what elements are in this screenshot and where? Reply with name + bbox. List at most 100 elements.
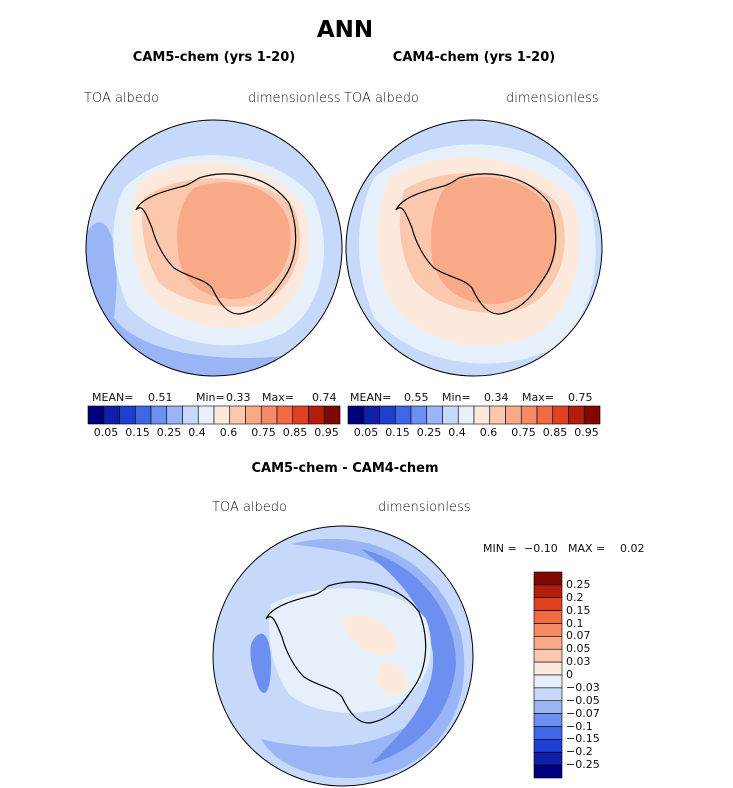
panel2-colorbar-swatch — [379, 405, 396, 425]
panel1-colorbar-swatch — [229, 405, 246, 425]
panel2-colorbar-swatch — [536, 405, 554, 425]
diff-colorbar-tick: 0.1 — [566, 616, 584, 630]
diff-colorbar-tick: −0.05 — [566, 693, 600, 707]
panel1-colorbar-tick: 0.4 — [188, 426, 206, 439]
panel2-title: CAM4-chem (yrs 1-20) — [392, 50, 556, 65]
panel1-colorbar-swatch — [245, 405, 262, 425]
panel2-colorbar-swatch — [568, 405, 585, 425]
diff-colorbar-swatch — [533, 623, 563, 637]
panel2-colorbar-swatch — [583, 405, 601, 425]
panel1-variable: TOA albedo — [84, 91, 160, 106]
panel1-colorbar — [87, 405, 341, 425]
panel2-colorbar-swatch — [552, 405, 569, 425]
panel1-colorbar-tick: 0.75 — [251, 426, 276, 439]
panel2-colorbar-swatch — [426, 405, 443, 425]
panel1-colorbar-swatch — [103, 405, 120, 425]
diff-colorbar — [533, 571, 563, 779]
diff-colorbar-tick: 0.25 — [566, 577, 591, 591]
diff-variable: TOA albedo — [212, 500, 288, 515]
diff-title: CAM5-chem - CAM4-chem — [251, 461, 439, 476]
diff-colorbar-swatch — [533, 610, 563, 624]
diff-colorbar-swatch — [533, 700, 563, 714]
diff-colorbar-swatch — [533, 713, 563, 727]
panel1-mean-label: MEAN= — [92, 391, 134, 404]
panel1-colorbar-swatch — [197, 405, 215, 425]
diff-map — [212, 525, 474, 787]
panel2-colorbar-swatch — [489, 405, 506, 425]
panel2-band-core — [431, 177, 558, 304]
panel2-colorbar-swatch — [410, 405, 428, 425]
panel1-min-value: 0.33 — [226, 391, 251, 404]
panel1-min-label: Min= — [196, 391, 225, 404]
panel2-map — [345, 119, 603, 377]
panel1-colorbar-swatch — [134, 405, 152, 425]
panel1-colorbar-tick: 0.6 — [219, 426, 238, 439]
panel1-colorbar-swatch — [87, 405, 105, 425]
diff-colorbar-tick: −0.15 — [566, 732, 600, 746]
panel2-min-value: 0.34 — [484, 391, 509, 404]
diff-band-edge — [213, 724, 238, 786]
diff-band-warm2 — [376, 663, 407, 695]
panel1-max-value: 0.74 — [312, 391, 337, 404]
diff-max-value: 0.02 — [620, 542, 645, 555]
panel2-colorbar-swatch — [347, 405, 365, 425]
diff-colorbar-swatch — [533, 636, 563, 650]
panel2-mean-label: MEAN= — [350, 391, 392, 404]
diff-band-land — [269, 588, 432, 713]
diff-band-outer — [261, 538, 465, 778]
diff-coastline — [265, 581, 427, 724]
diff-colorbar-tick: −0.25 — [566, 758, 600, 772]
panel1-colorbar-swatch — [150, 405, 168, 425]
panel2-colorbar-swatch — [457, 405, 475, 425]
diff-band-west — [250, 633, 271, 693]
diff-colorbar-tick: −0.1 — [566, 719, 593, 733]
panel1-colorbar-swatch — [308, 405, 325, 425]
panel1-coastline — [135, 173, 297, 315]
diff-colorbar-tick: 0.03 — [566, 655, 591, 669]
panel1-colorbar-tick: 0.25 — [156, 426, 182, 439]
panel2-coastline — [395, 173, 557, 315]
panel1-max-label: Max= — [262, 391, 294, 404]
panel2-frame — [345, 119, 603, 377]
figure-title: ANN — [316, 17, 374, 43]
diff-colorbar-tick: 0 — [566, 668, 573, 681]
panel1-colorbar-tick: 0.05 — [93, 426, 119, 439]
panel1-mean-value: 0.51 — [148, 391, 173, 404]
diff-colorbar-swatch — [533, 726, 563, 740]
panel1-units: dimensionless — [248, 91, 341, 106]
panel1-band-core — [177, 182, 291, 299]
diff-colorbar-swatch — [533, 739, 563, 753]
diff-colorbar-swatch — [533, 571, 563, 586]
panel2-colorbar-swatch — [394, 405, 412, 425]
panel2-colorbar-swatch — [520, 405, 538, 425]
diff-min-label: MIN = — [483, 542, 517, 555]
panel1-colorbar-swatch — [292, 405, 309, 425]
panel2-colorbar-tick: 0.05 — [353, 426, 379, 439]
panel2-colorbar-tick: 0.95 — [574, 426, 599, 439]
panel2-colorbar-swatch — [442, 405, 459, 425]
diff-colorbar-swatch — [533, 764, 563, 779]
diff-units: dimensionless — [378, 500, 471, 515]
panel1-colorbar-swatch — [213, 405, 231, 425]
panel1-colorbar-tick: 0.85 — [282, 426, 308, 439]
diff-colorbar-swatch — [533, 751, 563, 766]
panel1-colorbar-swatch — [260, 405, 278, 425]
diff-colorbar-tick: 0.05 — [566, 642, 591, 656]
panel1-colorbar-tick: 0.95 — [314, 426, 339, 439]
panel2-colorbar-swatch — [505, 405, 522, 425]
diff-max-label: MAX = — [568, 542, 606, 555]
diff-colorbar-swatch — [533, 584, 563, 599]
diff-band-strong — [361, 549, 456, 764]
panel2-colorbar-tick: 0.85 — [542, 426, 568, 439]
panel2-variable: TOA albedo — [344, 91, 420, 106]
panel1-colorbar-swatch — [276, 405, 294, 425]
panel1-colorbar-swatch — [182, 405, 199, 425]
panel2-units: dimensionless — [506, 91, 599, 106]
diff-colorbar-swatch — [533, 597, 563, 611]
diff-colorbar-tick: 0.15 — [566, 603, 591, 617]
diff-colorbar-swatch — [533, 661, 563, 676]
panel2-max-label: Max= — [522, 391, 554, 404]
diff-min-value: −0.10 — [524, 542, 558, 555]
panel2-colorbar-tick: 0.4 — [448, 426, 466, 439]
panel2-mean-value: 0.55 — [404, 391, 429, 404]
